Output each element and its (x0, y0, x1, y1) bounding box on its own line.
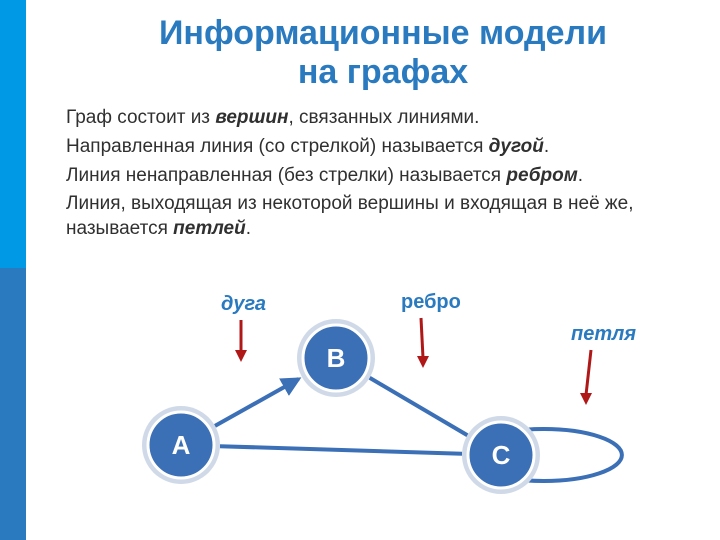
p2-c: . (544, 136, 549, 157)
sidebar-accent-top (0, 0, 26, 268)
graph-diagram: A B Cдуга ребро петля (26, 290, 720, 540)
p2-term: дугой (489, 136, 544, 157)
p4-c: . (246, 218, 251, 239)
graph-edge-bottom (220, 446, 462, 454)
p2-a: Направленная линия (со стрелкой) называе… (66, 136, 489, 157)
annotation-arrow-head-0 (235, 350, 247, 362)
graph-node-C: C (462, 416, 540, 494)
graph-edge-edge (370, 378, 468, 435)
p1-c: , связанных линиями. (288, 107, 479, 128)
annotation-label-1: ребро (401, 291, 461, 313)
graph-node-A: A (142, 406, 220, 484)
sidebar-accent-bottom (0, 268, 26, 540)
annotation-arrow-head-1 (417, 356, 429, 368)
page-title: Информационные модели на графах (66, 14, 700, 92)
node-label-A: A (172, 430, 191, 460)
p4-a: Линия, выходящая из некоторой вершины и … (66, 193, 633, 239)
p1-term: вершин (215, 107, 288, 128)
title-line-1: Информационные модели (159, 14, 607, 52)
annotation-arrow-line-1 (421, 318, 423, 358)
annotation-label-2: петля (571, 323, 636, 345)
annotation-arrow-head-2 (580, 393, 592, 405)
graph-node-B: B (297, 319, 375, 397)
paragraph-3: Линия ненаправленная (без стрелки) назыв… (66, 164, 700, 189)
paragraph-2: Направленная линия (со стрелкой) называе… (66, 135, 700, 160)
p3-c: . (578, 165, 583, 186)
content-area: Информационные модели на графах Граф сос… (26, 0, 720, 246)
paragraph-1: Граф состоит из вершин, связанных линиям… (66, 106, 700, 131)
p3-term: ребром (506, 165, 577, 186)
p3-a: Линия ненаправленная (без стрелки) назыв… (66, 165, 506, 186)
annotation-arrow-line-2 (586, 350, 591, 395)
title-line-2: на графах (298, 53, 468, 91)
p4-term: петлей (173, 218, 246, 239)
p1-a: Граф состоит из (66, 107, 215, 128)
node-label-C: C (492, 440, 511, 470)
graph-edge-arc (215, 379, 298, 426)
paragraph-4: Линия, выходящая из некоторой вершины и … (66, 192, 700, 241)
annotation-label-0: дуга (221, 293, 266, 315)
node-label-B: B (327, 343, 346, 373)
